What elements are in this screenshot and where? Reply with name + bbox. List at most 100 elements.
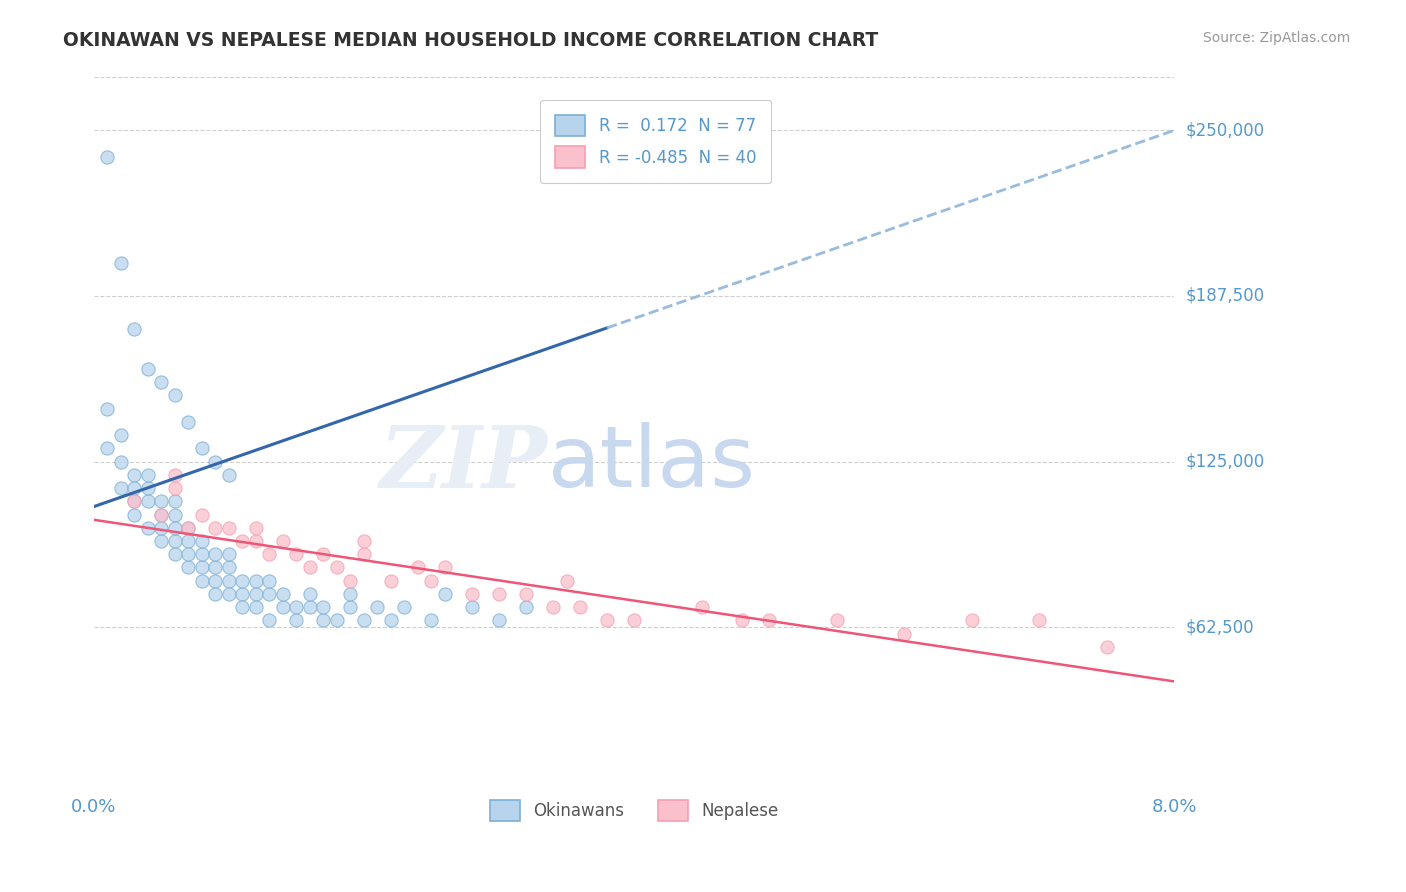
Point: [231, 600, 253, 615]
Point: [163, 508, 186, 522]
Point: [218, 547, 240, 561]
Point: [124, 481, 146, 495]
Point: [218, 574, 240, 588]
Text: $250,000: $250,000: [1185, 121, 1264, 139]
Point: [218, 587, 240, 601]
Text: ZIP: ZIP: [380, 422, 547, 506]
Point: [177, 415, 200, 429]
Point: [231, 574, 253, 588]
Point: [1028, 614, 1050, 628]
Point: [204, 547, 226, 561]
Point: [150, 375, 173, 389]
Legend: Okinawans, Nepalese: Okinawans, Nepalese: [477, 787, 792, 834]
Point: [259, 547, 281, 561]
Point: [312, 600, 335, 615]
Point: [136, 481, 159, 495]
Point: [271, 600, 294, 615]
Point: [231, 587, 253, 601]
Point: [825, 614, 848, 628]
Point: [163, 467, 186, 482]
Point: [406, 560, 429, 574]
Point: [110, 481, 132, 495]
Point: [218, 560, 240, 574]
Point: [488, 587, 510, 601]
Point: [124, 494, 146, 508]
Point: [461, 587, 484, 601]
Point: [245, 600, 267, 615]
Point: [433, 587, 456, 601]
Point: [110, 256, 132, 270]
Point: [690, 600, 713, 615]
Point: [893, 626, 915, 640]
Point: [758, 614, 780, 628]
Point: [96, 150, 118, 164]
Point: [177, 521, 200, 535]
Point: [204, 574, 226, 588]
Point: [433, 560, 456, 574]
Point: [96, 401, 118, 416]
Point: [110, 454, 132, 468]
Point: [177, 534, 200, 549]
Text: $187,500: $187,500: [1185, 287, 1264, 305]
Point: [231, 534, 253, 549]
Point: [136, 467, 159, 482]
Point: [380, 614, 402, 628]
Point: [259, 574, 281, 588]
Text: atlas: atlas: [547, 422, 755, 505]
Point: [353, 547, 375, 561]
Point: [339, 587, 361, 601]
Point: [191, 574, 214, 588]
Point: [191, 547, 214, 561]
Point: [596, 614, 619, 628]
Point: [366, 600, 388, 615]
Point: [245, 587, 267, 601]
Point: [150, 534, 173, 549]
Point: [245, 574, 267, 588]
Point: [163, 494, 186, 508]
Point: [731, 614, 754, 628]
Point: [204, 521, 226, 535]
Point: [285, 547, 308, 561]
Point: [163, 521, 186, 535]
Point: [191, 442, 214, 456]
Point: [96, 442, 118, 456]
Point: [353, 534, 375, 549]
Point: [259, 614, 281, 628]
Point: [150, 508, 173, 522]
Point: [298, 560, 321, 574]
Point: [136, 521, 159, 535]
Point: [271, 587, 294, 601]
Point: [110, 428, 132, 442]
Point: [204, 587, 226, 601]
Point: [1095, 640, 1118, 654]
Point: [191, 508, 214, 522]
Point: [136, 494, 159, 508]
Point: [245, 521, 267, 535]
Point: [204, 560, 226, 574]
Point: [136, 361, 159, 376]
Point: [285, 600, 308, 615]
Point: [177, 521, 200, 535]
Point: [339, 600, 361, 615]
Point: [515, 587, 537, 601]
Point: [623, 614, 645, 628]
Point: [124, 494, 146, 508]
Text: Source: ZipAtlas.com: Source: ZipAtlas.com: [1202, 31, 1350, 45]
Point: [312, 614, 335, 628]
Point: [420, 614, 443, 628]
Point: [394, 600, 416, 615]
Point: [569, 600, 592, 615]
Point: [150, 508, 173, 522]
Point: [163, 388, 186, 402]
Point: [191, 534, 214, 549]
Text: $62,500: $62,500: [1185, 618, 1254, 636]
Text: OKINAWAN VS NEPALESE MEDIAN HOUSEHOLD INCOME CORRELATION CHART: OKINAWAN VS NEPALESE MEDIAN HOUSEHOLD IN…: [63, 31, 879, 50]
Point: [298, 600, 321, 615]
Point: [271, 534, 294, 549]
Point: [420, 574, 443, 588]
Point: [312, 547, 335, 561]
Point: [541, 600, 564, 615]
Point: [163, 534, 186, 549]
Text: $125,000: $125,000: [1185, 452, 1264, 471]
Point: [150, 494, 173, 508]
